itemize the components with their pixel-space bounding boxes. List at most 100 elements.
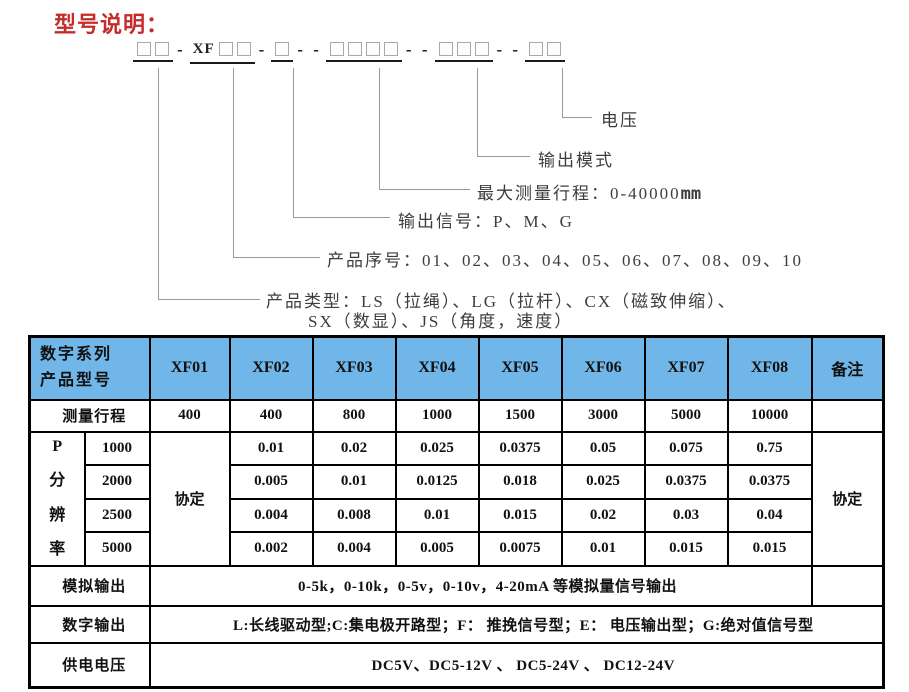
travel-value: 5000 <box>643 398 729 433</box>
res-value: 0.005 <box>228 464 314 500</box>
table-header-row: 数字系列 产品型号 XF01 XF02 XF03 XF04 XF05 XF06 … <box>28 335 885 401</box>
analog-output-row: 模拟输出 0-5k，0-10k，0-5v，0-10v，4-20mA 等模拟量信号… <box>28 564 885 607</box>
travel-label: 测量行程 <box>28 398 151 433</box>
header-remark: 备注 <box>810 335 885 401</box>
res-value: 0.018 <box>477 464 563 500</box>
label-voltage: 电压 <box>601 111 639 130</box>
model-box <box>547 42 562 56</box>
model-box <box>347 42 362 56</box>
res-freq: 1000 <box>83 430 151 466</box>
model-separator: - - <box>405 40 431 59</box>
model-separator: - <box>177 40 186 59</box>
res-value: 0.025 <box>560 464 646 500</box>
res-value: 0.0375 <box>643 464 729 500</box>
res-value: 0.01 <box>311 464 397 500</box>
resolution-row-1000: P 分 辨 率 1000 协定 0.01 0.02 0.025 0.0375 0… <box>28 430 885 567</box>
power-supply-row: 供电电压 DC5V、DC5-12V 、 DC5-24V 、 DC12-24V <box>28 641 885 689</box>
model-separator: - - <box>496 40 522 59</box>
res-value: 0.075 <box>643 430 729 466</box>
model-box <box>137 42 151 56</box>
travel-value: 400 <box>148 398 231 433</box>
model-box <box>529 42 544 56</box>
model-box <box>329 42 344 56</box>
header-xf05: XF05 <box>477 335 563 401</box>
travel-remark <box>810 398 885 433</box>
power-supply-label: 供电电压 <box>28 641 151 689</box>
header-xf06: XF06 <box>560 335 646 401</box>
res-value: 0.01 <box>560 531 646 567</box>
res-value: 0.0125 <box>394 464 480 500</box>
model-box <box>218 42 233 56</box>
res-value: 0.025 <box>394 430 480 466</box>
res-value: 0.02 <box>560 497 646 533</box>
header-xf04: XF04 <box>394 335 480 401</box>
header-xf03: XF03 <box>311 335 397 401</box>
header-xf02: XF02 <box>228 335 314 401</box>
header-xf07: XF07 <box>643 335 729 401</box>
res-remark-merged: 协定 <box>810 430 885 567</box>
res-value: 0.0075 <box>477 531 563 567</box>
analog-output-label: 模拟输出 <box>28 564 151 607</box>
header-series-line1: 数字系列 <box>40 346 113 364</box>
connector-output-signal <box>293 68 390 218</box>
connector-product-serial <box>233 68 320 258</box>
axis-char: 辨 <box>49 506 66 524</box>
model-box <box>383 42 398 56</box>
header-series-cell: 数字系列 产品型号 <box>28 335 151 401</box>
model-box <box>456 42 471 56</box>
model-group-product-type <box>133 42 173 62</box>
res-value: 0.75 <box>726 430 813 466</box>
travel-value: 400 <box>228 398 314 433</box>
res-value: 0.015 <box>643 531 729 567</box>
connector-voltage <box>562 68 592 118</box>
model-box <box>236 42 251 56</box>
label-product-type-line2: SX（数显）、JS（角度，速度） <box>308 312 574 331</box>
model-box <box>155 42 169 56</box>
model-format-line: - XF - - - - - - - <box>133 40 566 64</box>
travel-value: 1500 <box>477 398 563 433</box>
res-freq: 2000 <box>83 464 151 500</box>
resolution-row-5000: 5000 0.002 0.004 0.005 0.0075 0.01 0.015… <box>30 531 884 567</box>
res-value: 0.0375 <box>726 464 813 500</box>
res-value: 0.015 <box>726 531 813 567</box>
connector-product-type <box>158 68 260 300</box>
resolution-row-2000: 2000 0.005 0.01 0.0125 0.018 0.025 0.037… <box>30 464 884 500</box>
label-product-type-line1: 产品类型：LS（拉绳）、LG（拉杆）、CX（磁致伸缩）、 <box>266 292 737 311</box>
model-group-serial: XF <box>189 40 255 64</box>
mm-unit-text: mm <box>680 184 702 204</box>
model-box <box>365 42 380 56</box>
model-group-output-mode <box>434 42 493 62</box>
res-xf01-merged: 协定 <box>148 430 231 567</box>
res-value: 0.005 <box>394 531 480 567</box>
spec-table: 数字系列 产品型号 XF01 XF02 XF03 XF04 XF05 XF06 … <box>28 335 886 689</box>
res-value: 0.03 <box>643 497 729 533</box>
travel-value: 3000 <box>560 398 646 433</box>
model-group-travel <box>325 42 402 62</box>
model-xf-prefix: XF <box>192 40 215 57</box>
model-group-signal <box>271 42 294 62</box>
max-travel-text: 最大测量行程：0-40000 <box>477 184 681 203</box>
label-output-signal: 输出信号：P、M、G <box>398 212 574 231</box>
analog-output-remark <box>810 564 885 607</box>
header-series-line2: 产品型号 <box>40 372 113 390</box>
model-box <box>275 42 290 56</box>
model-box <box>438 42 453 56</box>
res-value: 0.05 <box>560 430 646 466</box>
travel-row: 测量行程 400 400 800 1000 1500 3000 5000 100… <box>28 398 885 433</box>
analog-output-content: 0-5k，0-10k，0-5v，0-10v，4-20mA 等模拟量信号输出 <box>148 564 813 607</box>
res-value: 0.004 <box>228 497 314 533</box>
connector-max-travel <box>379 68 470 190</box>
res-value: 0.0375 <box>477 430 563 466</box>
label-product-serial: 产品序号：01、02、03、04、05、06、07、08、09、10 <box>327 251 803 270</box>
label-max-travel: 最大测量行程：0-40000mm <box>477 179 701 204</box>
digital-output-row: 数字输出 L:长线驱动型;C:集电极开路型；F： 推挽信号型；E： 电压输出型；… <box>28 604 885 644</box>
axis-char: 率 <box>49 541 66 559</box>
travel-value: 1000 <box>394 398 480 433</box>
digital-output-content: L:长线驱动型;C:集电极开路型；F： 推挽信号型；E： 电压输出型；G:绝对值… <box>148 604 885 644</box>
res-value: 0.004 <box>311 531 397 567</box>
model-separator: - <box>258 40 268 59</box>
digital-output-label: 数字输出 <box>28 604 151 644</box>
axis-char: 分 <box>49 472 66 490</box>
res-value: 0.015 <box>477 497 563 533</box>
